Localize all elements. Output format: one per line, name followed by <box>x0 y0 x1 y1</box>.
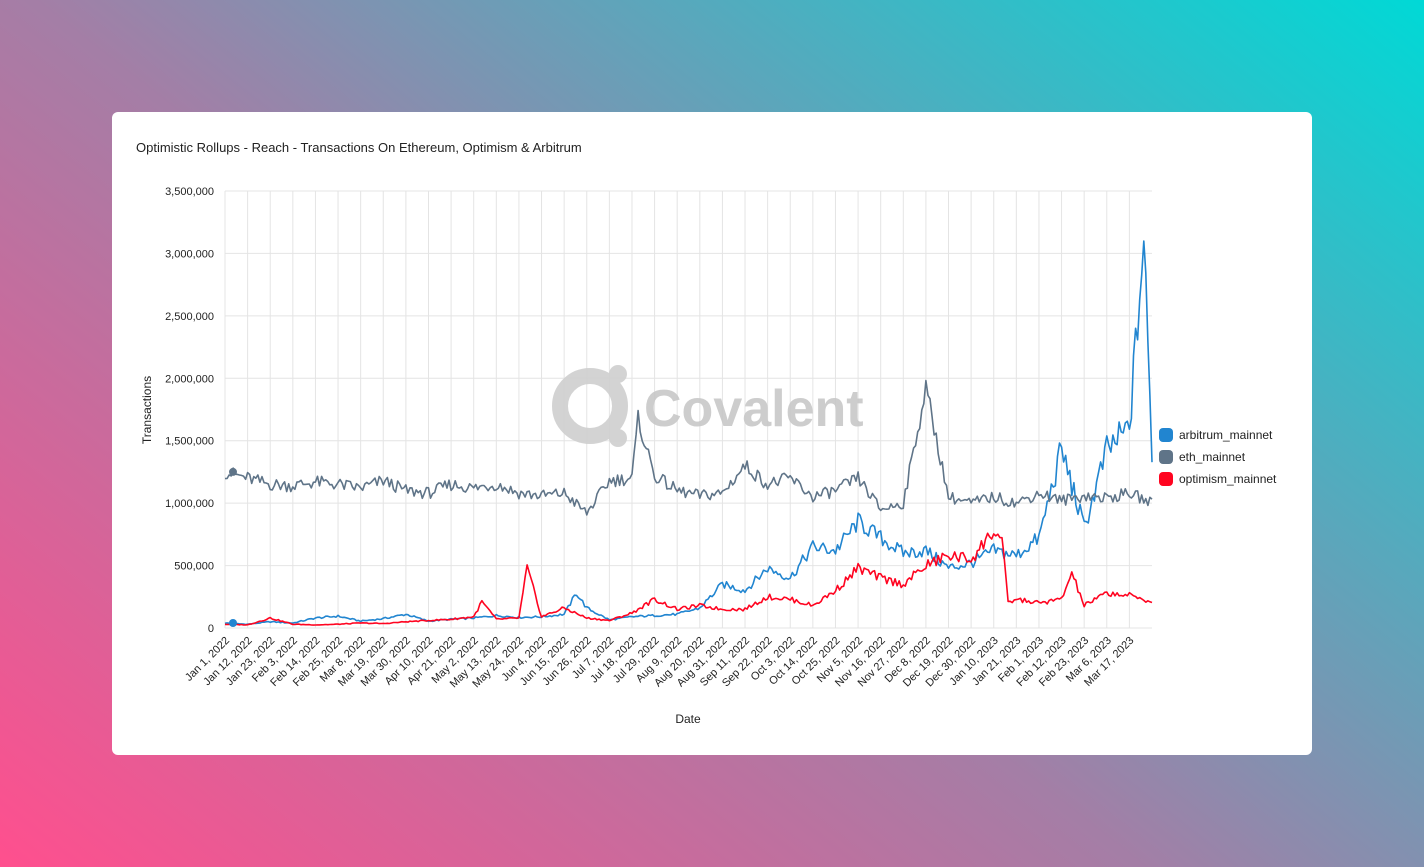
watermark-text: Covalent <box>644 380 864 438</box>
y-tick-label: 2,000,000 <box>165 373 214 385</box>
watermark-dot-icon <box>609 429 627 447</box>
watermark-logo-icon <box>552 368 628 444</box>
legend-swatch-icon <box>1159 450 1173 464</box>
y-tick-label: 1,500,000 <box>165 436 214 448</box>
series-line-arbitrum_mainnet <box>224 240 1153 626</box>
y-tick-label: 500,000 <box>174 561 214 573</box>
series-line-optimism_mainnet <box>225 532 1153 626</box>
legend-swatch-icon <box>1159 428 1173 442</box>
y-axis-label: Transactions <box>140 376 154 444</box>
y-tick-label: 1,000,000 <box>165 498 214 510</box>
chart-title: Optimistic Rollups - Reach - Transaction… <box>136 140 582 155</box>
legend-item-eth_mainnet[interactable]: eth_mainnet <box>1159 446 1276 468</box>
series-lines <box>224 240 1153 626</box>
legend: arbitrum_mainnet eth_mainnet optimism_main… <box>1159 424 1276 490</box>
grid-lines <box>224 190 1152 629</box>
legend-item-arbitrum_mainnet[interactable]: arbitrum_mainnet <box>1159 424 1276 446</box>
legend-label: optimism_mainnet <box>1179 472 1277 486</box>
legend-label: eth_mainnet <box>1179 450 1246 464</box>
legend-label: arbitrum_mainnet <box>1179 428 1273 442</box>
y-tick-label: 2,500,000 <box>165 311 214 323</box>
legend-item-optimism_mainnet[interactable]: optimism_mainnet <box>1159 468 1276 490</box>
covalent-watermark: Covalent <box>552 365 864 447</box>
series-markers <box>229 467 237 628</box>
watermark-dot-icon <box>609 365 627 383</box>
line-chart: Covalent 0 500,000 1,000,000 1,500,000 2,000… <box>140 186 1153 726</box>
y-tick-label: 3,500,000 <box>165 186 214 198</box>
series-marker-arbitrum_mainnet <box>229 619 237 628</box>
x-axis-label: Date <box>675 712 701 726</box>
series-marker-eth_mainnet <box>229 467 237 476</box>
series-line-eth_mainnet <box>224 379 1153 516</box>
y-tick-label: 3,000,000 <box>165 248 214 260</box>
chart-card: Optimistic Rollups - Reach - Transaction… <box>112 112 1312 755</box>
y-tick-label: 0 <box>208 623 214 635</box>
y-axis-ticks: 0 500,000 1,000,000 1,500,000 2,000,000 2,500… <box>165 186 214 635</box>
legend-swatch-icon <box>1159 472 1173 486</box>
